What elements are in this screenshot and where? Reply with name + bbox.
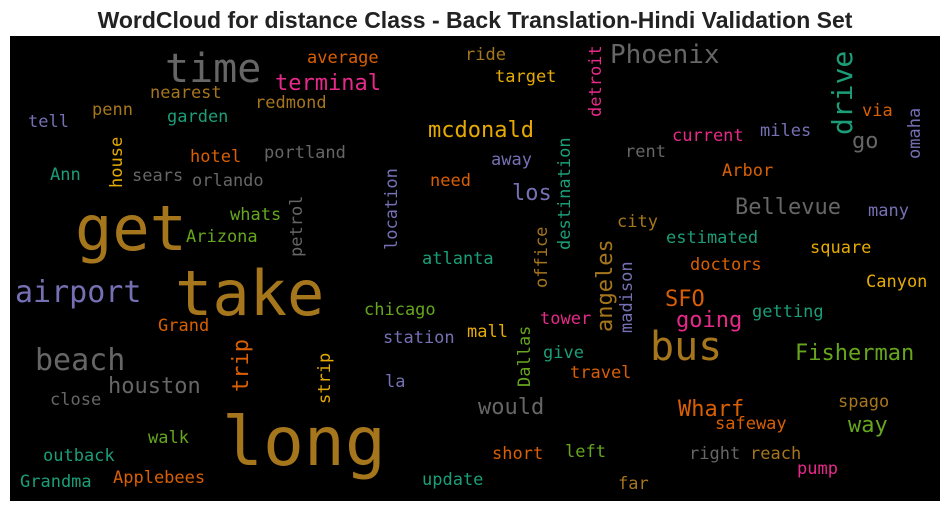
word: house: [107, 137, 127, 188]
word: sears: [132, 166, 183, 186]
word: long: [222, 403, 386, 482]
word: houston: [108, 374, 201, 399]
word: miles: [760, 121, 811, 141]
word: penn: [92, 100, 133, 120]
word: doctors: [690, 255, 762, 275]
word: orlando: [192, 171, 264, 191]
word: omaha: [905, 108, 925, 159]
word: airport: [15, 275, 141, 310]
word: going: [676, 308, 742, 333]
word: far: [618, 474, 649, 494]
word: walk: [148, 428, 189, 448]
word: Dallas: [515, 326, 535, 387]
word: garden: [167, 107, 228, 127]
word: Wharf: [678, 397, 744, 422]
word: short: [492, 444, 543, 464]
word: tell: [28, 112, 69, 132]
word: angeles: [593, 239, 618, 332]
word: Arbor: [722, 161, 773, 181]
cloud-background: [10, 36, 940, 501]
word: Arizona: [186, 227, 258, 247]
word: petrol: [287, 196, 307, 257]
word: Ann: [50, 165, 81, 185]
word: Grand: [158, 316, 209, 336]
word: city: [617, 212, 658, 232]
title: WordCloud for distance Class - Back Tran…: [98, 7, 853, 33]
word: rent: [625, 142, 666, 162]
word: left: [565, 442, 606, 462]
word: way: [848, 413, 888, 438]
word: outback: [43, 446, 115, 466]
word: target: [495, 67, 556, 87]
word: reach: [750, 444, 801, 464]
word: getting: [752, 302, 824, 322]
word: drive: [826, 51, 859, 135]
word: update: [422, 470, 483, 490]
word: bus: [650, 324, 722, 370]
word: station: [383, 328, 455, 348]
word: location: [382, 168, 402, 250]
word: mall: [467, 322, 508, 342]
word: Grandma: [20, 472, 92, 492]
word: travel: [570, 363, 631, 383]
word: Canyon: [866, 272, 927, 292]
word: time: [165, 46, 261, 92]
word: portland: [264, 143, 346, 163]
word: safeway: [715, 414, 787, 434]
word: office: [532, 227, 552, 288]
word: pump: [797, 459, 838, 479]
word: away: [491, 150, 532, 170]
word: strip: [315, 353, 335, 404]
word: average: [307, 48, 379, 68]
word: many: [868, 201, 909, 221]
word: Fisherman: [795, 341, 914, 366]
word: los: [512, 181, 552, 206]
word: whats: [230, 205, 281, 225]
word: right: [689, 444, 740, 464]
word: redmond: [255, 93, 327, 113]
word: atlanta: [422, 249, 494, 269]
word: Phoenix: [610, 40, 720, 70]
word: destination: [555, 137, 575, 250]
word: la: [385, 372, 405, 392]
word: square: [810, 238, 871, 258]
word: ride: [465, 45, 506, 65]
word: get: [75, 192, 187, 265]
word: terminal: [275, 71, 381, 96]
word: Applebees: [113, 468, 205, 488]
word: go: [852, 129, 879, 154]
word: detroit: [586, 45, 606, 117]
word: nearest: [150, 83, 222, 103]
word: mcdonald: [428, 118, 534, 143]
word: estimated: [666, 228, 758, 248]
word: give: [543, 343, 584, 363]
word: madison: [617, 261, 637, 333]
word: trip: [229, 339, 254, 392]
word: chicago: [364, 300, 436, 320]
word: current: [672, 126, 744, 146]
word: beach: [35, 343, 125, 378]
word: via: [862, 101, 893, 121]
word: spago: [838, 392, 889, 412]
word: need: [430, 171, 471, 191]
word: tower: [540, 309, 591, 329]
word: SFO: [665, 287, 705, 312]
word: hotel: [190, 147, 241, 167]
word: would: [478, 395, 544, 420]
word: close: [50, 390, 101, 410]
word: take: [175, 257, 324, 330]
word: Bellevue: [735, 195, 841, 220]
